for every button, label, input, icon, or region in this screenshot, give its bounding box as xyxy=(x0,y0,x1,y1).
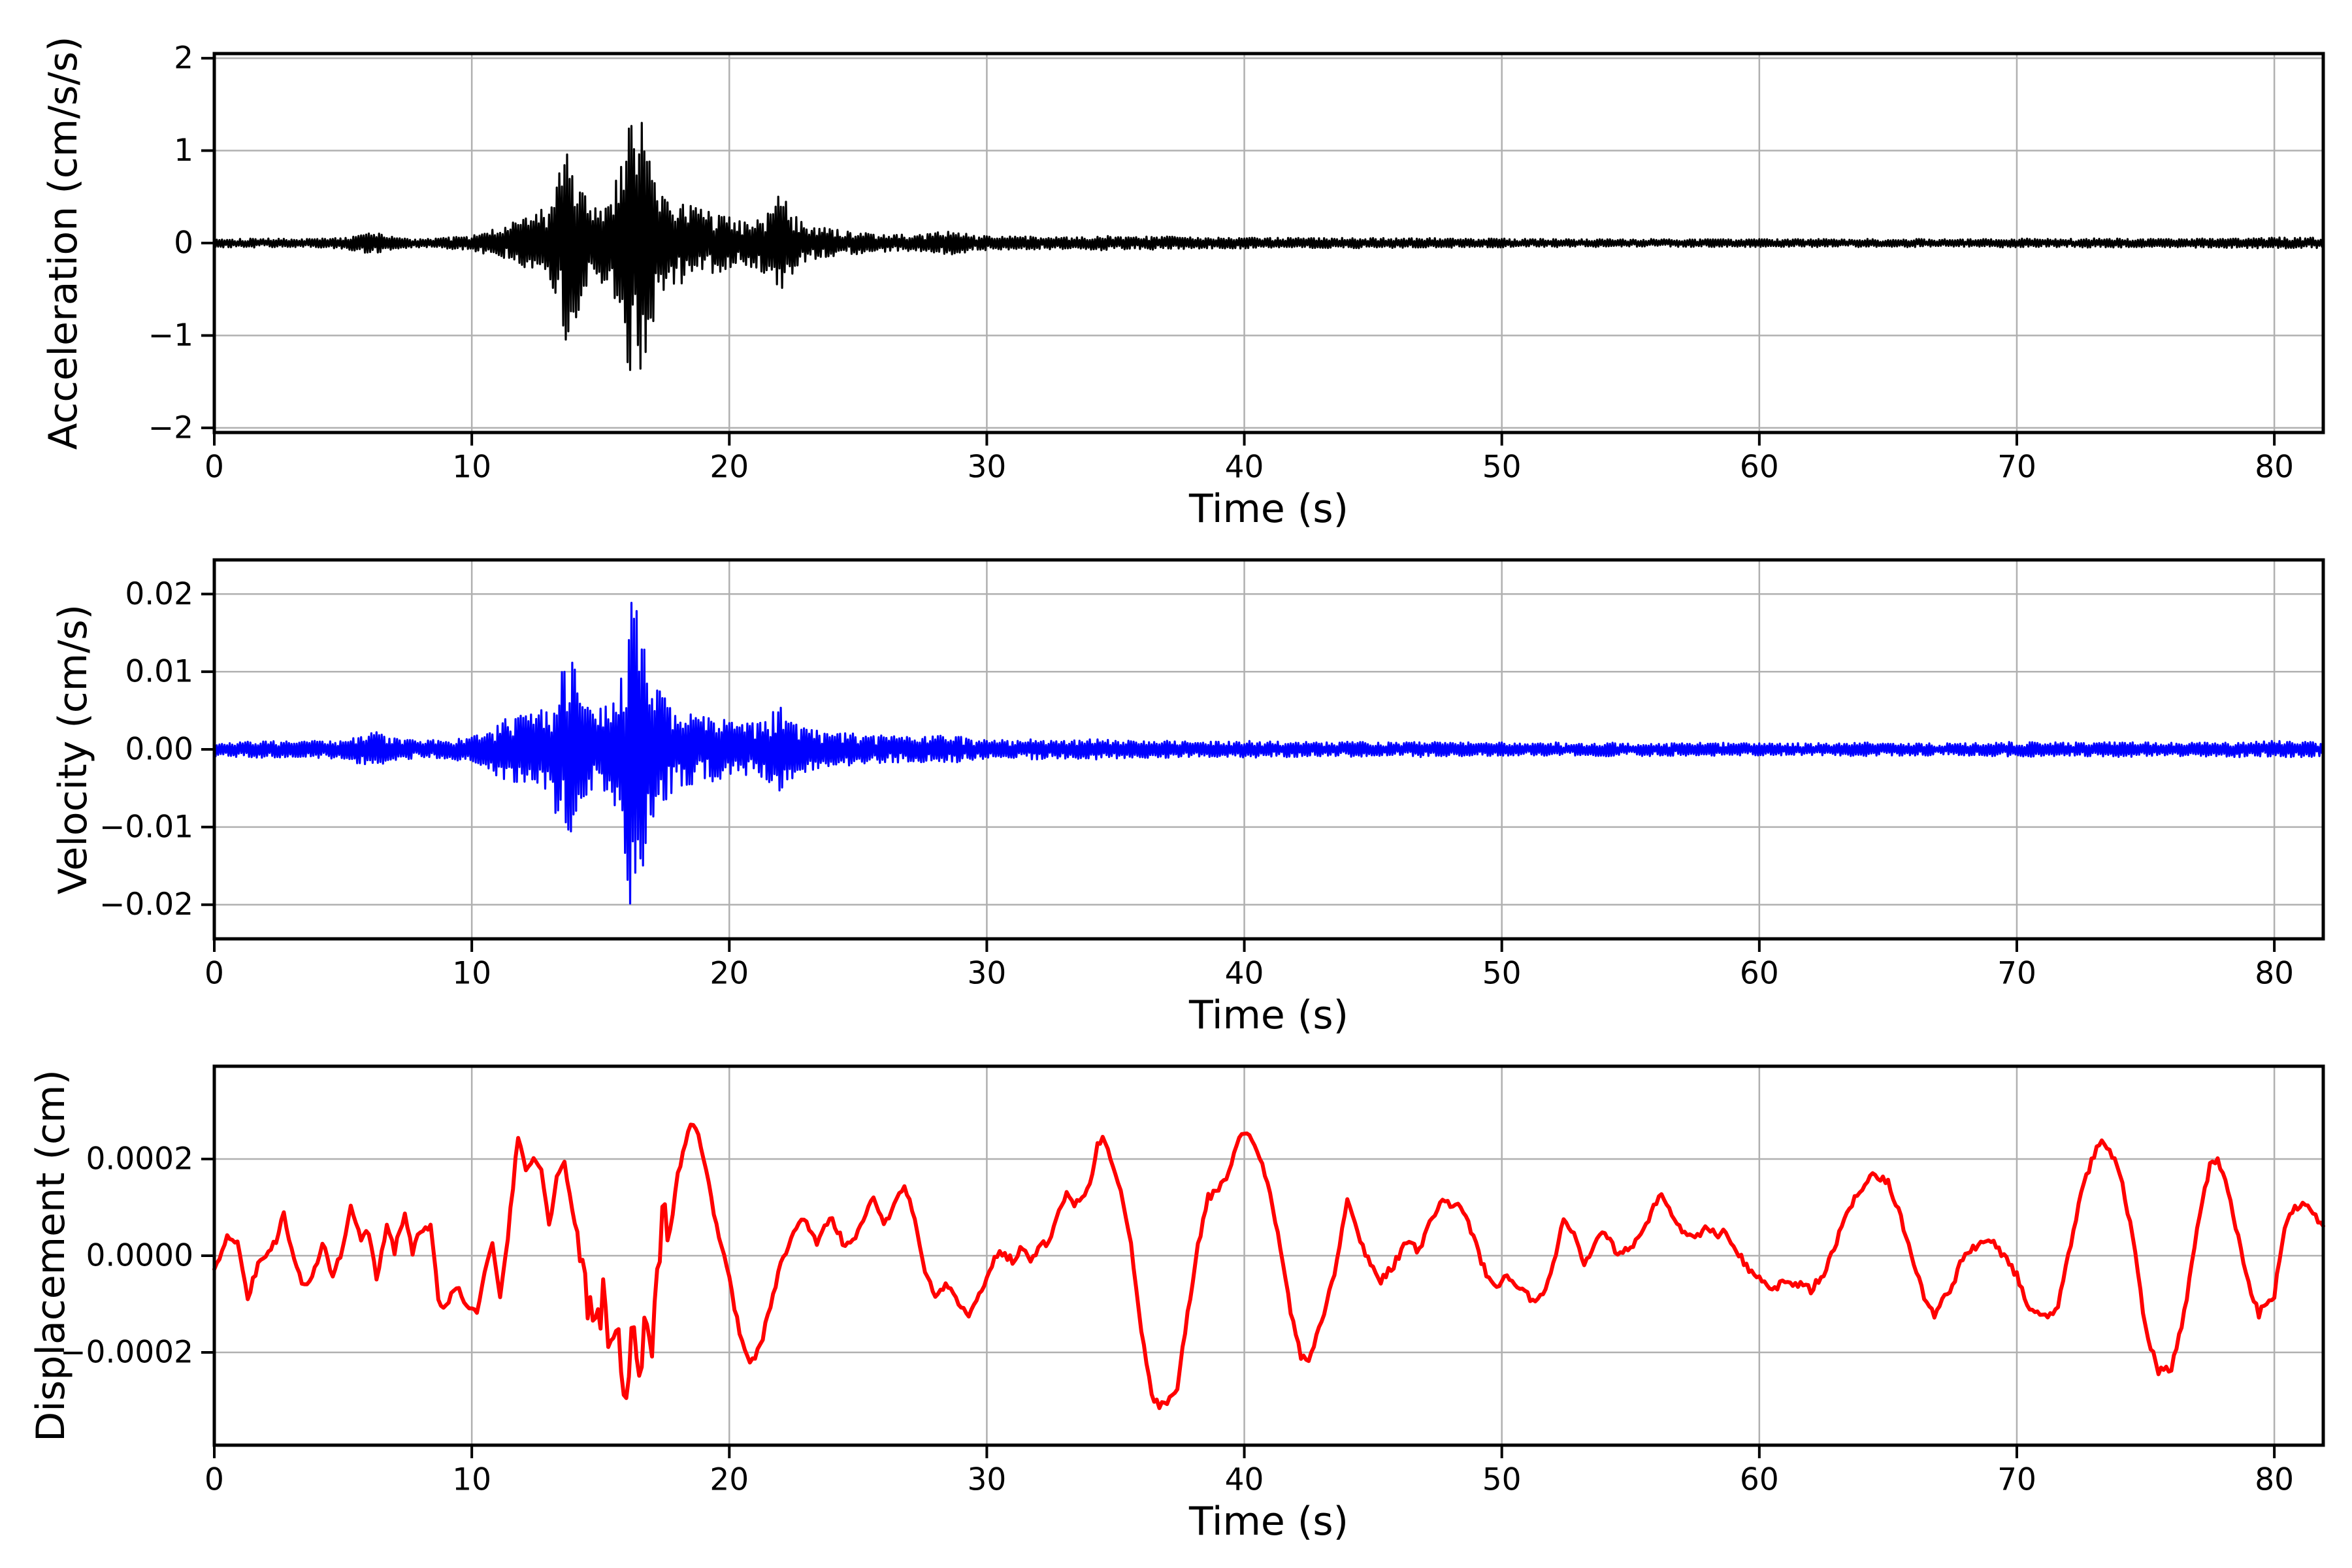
displacement-x-axis-label: Time (s) xyxy=(1189,1499,1348,1544)
velocity-subplot: 0 10 20 30 40 50 60 70 80 0.02 0.01 0.00 −0.01 −0.02 xyxy=(99,558,2325,992)
svg-text:0: 0 xyxy=(204,449,224,485)
svg-text:60: 60 xyxy=(1740,955,1779,991)
tick-marks xyxy=(201,1158,2276,1458)
svg-text:0.0000: 0.0000 xyxy=(86,1238,193,1274)
svg-text:40: 40 xyxy=(1225,1462,1264,1497)
acceleration-x-axis-label: Time (s) xyxy=(1189,486,1348,532)
svg-text:50: 50 xyxy=(1482,1462,1522,1497)
tick-marks xyxy=(201,57,2276,446)
svg-text:0.02: 0.02 xyxy=(125,576,193,612)
svg-text:10: 10 xyxy=(452,955,491,991)
svg-text:0.0002: 0.0002 xyxy=(86,1141,193,1177)
svg-text:10: 10 xyxy=(452,1462,491,1497)
svg-text:1: 1 xyxy=(174,133,193,169)
svg-text:60: 60 xyxy=(1740,449,1779,485)
tick-labels: 0 10 20 30 40 50 60 70 80 0.0002 0.0000 −0.0002 xyxy=(60,1141,2294,1498)
displacement-y-axis-label: Displacement (cm) xyxy=(28,1070,74,1442)
svg-text:20: 20 xyxy=(710,955,749,991)
svg-text:80: 80 xyxy=(2255,449,2294,485)
displacement-trace xyxy=(212,1122,2325,1411)
tick-marks xyxy=(201,593,2276,952)
svg-text:30: 30 xyxy=(968,449,1007,485)
tick-labels: 0 10 20 30 40 50 60 70 80 0.02 0.01 0.00 −0.01 −0.02 xyxy=(99,576,2294,992)
velocity-x-axis-label: Time (s) xyxy=(1189,992,1348,1038)
acceleration-y-axis-label: Acceleration (cm/s/s) xyxy=(41,36,86,450)
svg-text:−0.0002: −0.0002 xyxy=(60,1334,193,1370)
velocity-trace xyxy=(213,602,2325,905)
svg-text:10: 10 xyxy=(452,449,491,485)
grid-lines xyxy=(213,1066,2323,1445)
svg-text:−2: −2 xyxy=(148,410,193,446)
svg-text:2: 2 xyxy=(174,41,193,76)
svg-text:80: 80 xyxy=(2255,955,2294,991)
svg-text:0.00: 0.00 xyxy=(125,732,193,768)
svg-text:−0.02: −0.02 xyxy=(99,887,193,923)
svg-text:70: 70 xyxy=(1997,955,2036,991)
svg-text:50: 50 xyxy=(1482,449,1522,485)
acceleration-trace xyxy=(213,122,2325,371)
svg-text:−0.01: −0.01 xyxy=(99,809,193,845)
svg-text:0.01: 0.01 xyxy=(125,654,193,690)
svg-text:0: 0 xyxy=(204,955,224,991)
svg-text:40: 40 xyxy=(1225,449,1264,485)
svg-text:80: 80 xyxy=(2255,1462,2294,1497)
svg-text:40: 40 xyxy=(1225,955,1264,991)
svg-text:20: 20 xyxy=(710,449,749,485)
svg-text:60: 60 xyxy=(1740,1462,1779,1497)
displacement-subplot: 0 10 20 30 40 50 60 70 80 0.0002 0.0000 −0.0002 xyxy=(60,1064,2325,1498)
svg-text:30: 30 xyxy=(968,955,1007,991)
svg-text:70: 70 xyxy=(1997,1462,2036,1497)
svg-text:−1: −1 xyxy=(148,318,193,353)
svg-text:20: 20 xyxy=(710,1462,749,1497)
velocity-y-axis-label: Velocity (cm/s) xyxy=(50,604,96,895)
svg-text:70: 70 xyxy=(1997,449,2036,485)
svg-text:0: 0 xyxy=(204,1462,224,1497)
svg-text:30: 30 xyxy=(968,1462,1007,1497)
svg-text:50: 50 xyxy=(1482,955,1522,991)
svg-text:0: 0 xyxy=(174,225,193,261)
